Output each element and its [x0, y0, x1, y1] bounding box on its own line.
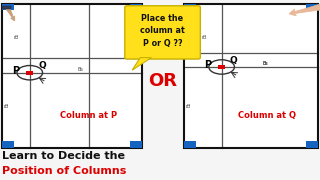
Text: Column at Q: Column at Q	[238, 111, 296, 120]
Text: Learn to Decide the: Learn to Decide the	[2, 151, 124, 161]
Text: B₂: B₂	[5, 102, 10, 107]
Bar	[2, 141, 14, 148]
Text: Bs: Bs	[77, 67, 84, 72]
Text: Place the
column at
P or Q ??: Place the column at P or Q ??	[140, 14, 185, 48]
Bar	[184, 4, 318, 148]
Text: Q: Q	[38, 61, 46, 70]
Text: Position of Columns: Position of Columns	[2, 166, 126, 176]
Text: B₂: B₂	[187, 102, 192, 107]
Text: P: P	[204, 60, 211, 70]
Text: Q: Q	[230, 56, 238, 65]
Bar	[130, 4, 142, 10]
Bar	[184, 141, 196, 148]
Text: B₁: B₁	[15, 33, 20, 38]
Text: B₁: B₁	[202, 33, 207, 38]
Text: B₃: B₃	[262, 61, 268, 66]
Bar	[2, 6, 11, 9]
Bar	[2, 4, 14, 10]
Bar	[130, 141, 142, 148]
Bar	[2, 4, 142, 148]
Polygon shape	[132, 58, 151, 70]
Bar	[306, 4, 318, 10]
Text: Column at P: Column at P	[60, 111, 117, 120]
Text: Bs: Bs	[262, 61, 268, 66]
Bar	[184, 4, 318, 148]
Bar	[218, 65, 225, 69]
Text: P: P	[12, 66, 19, 76]
Bar	[2, 4, 142, 148]
FancyBboxPatch shape	[125, 6, 200, 59]
Bar	[184, 4, 196, 10]
Bar	[26, 71, 33, 75]
Bar	[306, 141, 318, 148]
Text: OR: OR	[148, 72, 177, 90]
